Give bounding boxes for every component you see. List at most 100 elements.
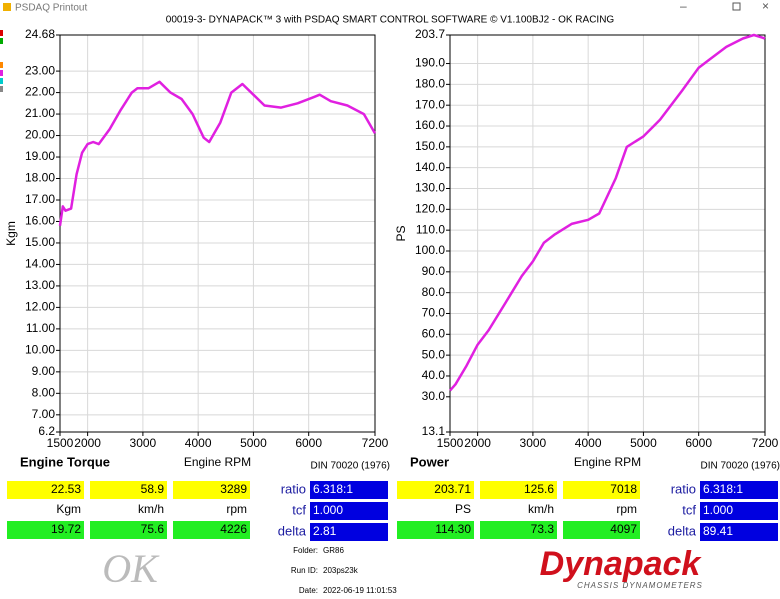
y-tick-label: 8.00	[32, 386, 56, 400]
y-tick-label: 14.00	[25, 257, 55, 271]
y-tick-label: 18.00	[25, 171, 55, 185]
readout-value: 58.9	[141, 482, 165, 496]
y-tick-label: 160.0	[415, 118, 445, 132]
y-tick-label: 13.1	[422, 424, 446, 438]
factor-label: ratio	[281, 481, 306, 496]
close-button[interactable]: ×	[762, 0, 769, 13]
max-box	[90, 481, 167, 499]
y-tick-label: 19.00	[25, 149, 55, 163]
y-tick-label: 180.0	[415, 77, 445, 91]
y-tick-label: 23.00	[25, 63, 55, 77]
y-tick-label: 10.00	[25, 343, 55, 357]
run-info-value: 2022-06-19 11:01:53	[323, 586, 397, 595]
y-tick-label: 170.0	[415, 97, 445, 111]
factor-box	[700, 523, 778, 541]
y-tick-label: 13.00	[25, 278, 55, 292]
unit-label: km/h	[528, 502, 554, 516]
x-tick-label: 2000	[464, 436, 491, 450]
dynapack-subtitle: CHASSIS DYNAMOMETERS	[577, 581, 703, 590]
factor-label: delta	[278, 523, 307, 538]
y-tick-label: 11.00	[26, 321, 55, 335]
readout-value: 3289	[220, 482, 247, 496]
y-tick-label: 90.0	[422, 264, 446, 278]
x-axis-label: Engine RPM	[574, 455, 641, 469]
readout-value: 114.30	[435, 522, 471, 536]
readout-value: 7018	[610, 482, 637, 496]
y-tick-label: 40.0	[422, 368, 446, 382]
y-tick-label: 6.2	[38, 424, 55, 438]
maximize-button[interactable]	[732, 2, 741, 11]
plot-frame	[59, 34, 376, 433]
factor-box	[310, 523, 388, 541]
readout-value: 4226	[220, 522, 247, 536]
factor-value: 1.000	[313, 503, 343, 517]
y-tick-label: 150.0	[415, 139, 445, 153]
title-bar	[0, 0, 780, 14]
factor-box	[310, 481, 388, 499]
readout-value: 19.72	[51, 522, 81, 536]
x-tick-label: 3000	[130, 436, 157, 450]
data-line	[58, 80, 377, 226]
max-box	[480, 481, 557, 499]
x-tick-label: 6000	[295, 436, 322, 450]
max-box	[173, 481, 250, 499]
min-box	[397, 521, 474, 539]
color-key	[0, 62, 3, 68]
color-key	[0, 70, 3, 76]
readout-value: 4097	[610, 522, 637, 536]
max-box	[563, 481, 640, 499]
min-box	[480, 521, 557, 539]
factor-box	[700, 481, 778, 499]
y-tick-label: 30.0	[422, 389, 446, 403]
y-tick-label: 60.0	[422, 326, 446, 340]
max-box	[397, 481, 474, 499]
run-info-value: GR86	[323, 546, 344, 555]
min-box	[173, 521, 250, 539]
y-tick-label: 50.0	[422, 347, 446, 361]
color-key	[0, 30, 3, 36]
readout-value: 75.6	[141, 522, 165, 536]
run-info-label: Run ID:	[291, 566, 318, 575]
color-key	[0, 86, 3, 92]
x-tick-label: 1500	[47, 436, 74, 450]
factor-value: 1.000	[703, 503, 733, 517]
y-tick-label: 70.0	[422, 306, 446, 320]
y-tick-label: 21.00	[25, 106, 55, 120]
unit-label: rpm	[226, 502, 247, 516]
readout-value: 73.3	[531, 522, 555, 536]
unit-label: km/h	[138, 502, 164, 516]
data-line	[449, 33, 766, 392]
minimize-button[interactable]: –	[680, 0, 687, 13]
factor-box	[310, 502, 388, 520]
plot-frame	[449, 34, 766, 433]
x-tick-label: 5000	[240, 436, 267, 450]
header: 00019-3- DYNAPACK™ 3 with PSDAQ SMART CO…	[166, 15, 615, 26]
factor-label: ratio	[671, 481, 696, 496]
factor-label: tcf	[682, 502, 696, 517]
x-tick-label: 7200	[362, 436, 389, 450]
y-tick-label: 12.00	[25, 300, 55, 314]
y-tick-label: 17.00	[25, 192, 55, 206]
chart-title: Engine Torque	[20, 454, 110, 469]
y-tick-label: 15.00	[25, 235, 55, 249]
y-tick-label: 190.0	[415, 56, 445, 70]
unit-label: rpm	[616, 502, 637, 516]
x-tick-label: 5000	[630, 436, 657, 450]
x-tick-label: 1500	[437, 436, 464, 450]
y-tick-label: 22.00	[25, 85, 55, 99]
y-axis-label: Kgm	[4, 221, 18, 246]
factor-value: 6.318:1	[313, 482, 353, 496]
run-info-label: Date:	[299, 586, 318, 595]
min-box	[7, 521, 84, 539]
factor-label: delta	[668, 523, 697, 538]
factor-value: 2.81	[313, 524, 337, 538]
annotation: DIN 70020 (1976)	[701, 461, 780, 472]
y-tick-label: 130.0	[415, 181, 445, 195]
readout-value: 22.53	[51, 482, 81, 496]
x-tick-label: 7200	[752, 436, 779, 450]
x-tick-label: 6000	[685, 436, 712, 450]
y-tick-label: 20.00	[25, 128, 55, 142]
window-title: PSDAQ Printout	[15, 3, 87, 14]
color-key	[0, 38, 3, 44]
